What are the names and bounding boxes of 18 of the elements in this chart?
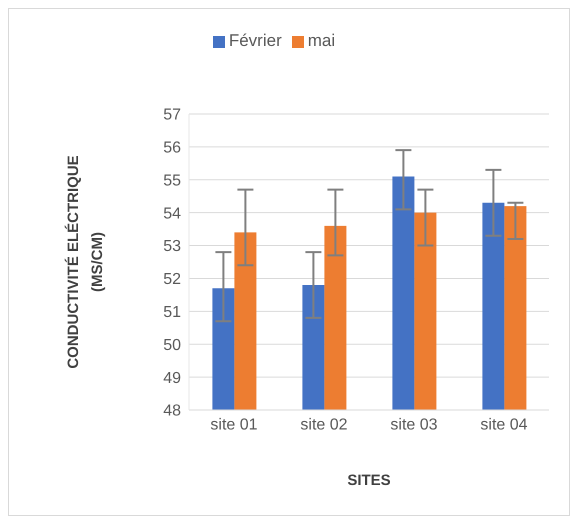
- y-tick-label: 48: [163, 402, 182, 420]
- y-tick-label: 53: [163, 238, 182, 256]
- y-tick-label: 51: [163, 304, 182, 322]
- y-tick-label: 56: [163, 140, 182, 157]
- y-tick-label: 49: [163, 370, 182, 387]
- legend-label: Février: [228, 31, 282, 50]
- y-tick-label: 57: [163, 106, 182, 124]
- y-tick-label: 55: [163, 172, 182, 190]
- x-tick-label: site 01: [210, 416, 258, 434]
- x-tick-label: site 03: [390, 416, 438, 434]
- x-tick-label: site 02: [300, 416, 348, 434]
- y-axis-title: CONDUCTIVITÉ ELÉCTRIQUE (MS/CM): [64, 155, 106, 369]
- x-tick-label: site 04: [480, 416, 528, 434]
- x-axis-title: SITES: [347, 472, 391, 489]
- y-tick-label: 54: [163, 205, 182, 222]
- legend-label: mai: [308, 31, 336, 50]
- y-tick-label: 50: [163, 336, 182, 354]
- y-tick-label: 52: [163, 271, 182, 288]
